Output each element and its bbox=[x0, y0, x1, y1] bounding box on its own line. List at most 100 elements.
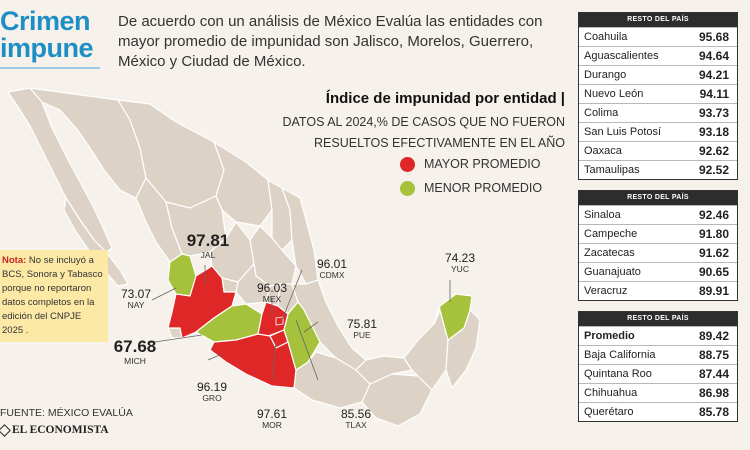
legend-item-low: MENOR PROMEDIO bbox=[400, 176, 542, 200]
table-row: Durango 94.21 bbox=[579, 65, 737, 84]
logo-text: EL ECONOMISTA bbox=[12, 424, 109, 436]
title-line-2: impune bbox=[0, 33, 94, 63]
legend-swatch-low bbox=[400, 180, 415, 196]
state-baja-california bbox=[7, 87, 113, 253]
note-text: No se incluyó a BCS, Sonora y Tabasco po… bbox=[2, 255, 103, 336]
map-label-cdmx: 96.01 CDMX bbox=[308, 257, 356, 281]
table-row: Guanajuato 90.65 bbox=[579, 262, 737, 281]
map-abbr-jal: JAL bbox=[200, 249, 216, 260]
legend: MAYOR PROMEDIO MENOR PROMEDIO bbox=[400, 152, 542, 200]
table-row: Oaxaca 92.62 bbox=[579, 141, 737, 160]
state-value: 93.18 bbox=[698, 125, 729, 139]
map-value-tlax: 85.56 bbox=[340, 407, 372, 421]
map-value-gro: 96.19 bbox=[196, 380, 228, 394]
map-label-jal: 97.81 JAL bbox=[182, 231, 234, 260]
table-header: RESTO DEL PAÍS bbox=[579, 312, 737, 326]
map-abbr-yuc: YUC bbox=[451, 264, 469, 275]
infographic-title: Crimen impune bbox=[0, 8, 108, 62]
source-text: FUENTE: MÉXICO EVALÚA bbox=[0, 407, 133, 419]
map-abbr-nay: NAY bbox=[127, 300, 145, 311]
map-label-nay: 73.07 NAY bbox=[112, 287, 160, 311]
legend-item-high: MAYOR PROMEDIO bbox=[400, 152, 542, 176]
index-subtitle-line-1: Datos al 2024,% de casos que no fueron bbox=[282, 115, 566, 129]
map-value-mor: 97.61 bbox=[256, 407, 288, 421]
state-name: Quintana Roo bbox=[584, 368, 652, 380]
state-yucatan bbox=[433, 293, 473, 342]
state-name: Durango bbox=[584, 69, 627, 81]
state-value: 90.65 bbox=[698, 265, 729, 279]
state-name: Oaxaca bbox=[584, 145, 622, 157]
map-label-mor: 97.61 MOR bbox=[248, 407, 296, 431]
map-value-mex: 96.03 bbox=[256, 281, 288, 295]
table-row: Chihuahua 86.98 bbox=[579, 383, 737, 402]
ranking-tables: RESTO DEL PAÍS Coahuila 95.68 Aguascalien… bbox=[578, 12, 738, 432]
table-row: Veracruz 89.91 bbox=[579, 281, 737, 300]
ranking-table-2: RESTO DEL PAÍS Sinaloa 92.46 Campeche 91.8… bbox=[578, 190, 738, 301]
map-abbr-pue: PUE bbox=[353, 330, 371, 341]
state-value: 92.52 bbox=[698, 163, 729, 177]
table-row: Tamaulipas 92.52 bbox=[579, 160, 737, 179]
state-name: Veracruz bbox=[584, 285, 628, 297]
state-name: Chihuahua bbox=[584, 387, 638, 399]
table-row: Quintana Roo 87.44 bbox=[579, 364, 737, 383]
title-divider bbox=[0, 67, 100, 69]
state-coahuila bbox=[213, 141, 273, 227]
map-abbr-gro: GRO bbox=[202, 393, 222, 404]
legend-swatch-high bbox=[400, 156, 415, 172]
state-value: 86.98 bbox=[698, 386, 729, 400]
state-value: 87.44 bbox=[698, 367, 729, 381]
publisher-logo: EL ECONOMISTA bbox=[0, 423, 109, 437]
table-row: Zacatecas 91.62 bbox=[579, 243, 737, 262]
state-name: Querétaro bbox=[584, 406, 634, 418]
state-value: 89.42 bbox=[698, 329, 729, 343]
state-name: Coahuila bbox=[584, 31, 628, 43]
table-row: Sinaloa 92.46 bbox=[579, 205, 737, 224]
index-title: Índice de impunidad por entidad | bbox=[325, 90, 565, 107]
ranking-table-3: RESTO DEL PAÍS Promedio 89.42 Baja Califo… bbox=[578, 311, 738, 422]
state-name: Sinaloa bbox=[584, 209, 621, 221]
state-name: Baja California bbox=[584, 349, 656, 361]
map-abbr-mor: MOR bbox=[262, 420, 282, 431]
table-row: Querétaro 85.78 bbox=[579, 402, 737, 421]
table-header: RESTO DEL PAÍS bbox=[579, 191, 737, 205]
table-row: Aguascalientes 94.64 bbox=[579, 46, 737, 65]
state-value: 85.78 bbox=[698, 405, 729, 419]
map-label-mex: 96.03 MEX bbox=[248, 281, 296, 305]
table-row-average: Promedio 89.42 bbox=[579, 326, 737, 345]
state-name: Campeche bbox=[584, 228, 638, 240]
mexico-map bbox=[7, 87, 481, 427]
map-abbr-mex: MEX bbox=[262, 294, 282, 305]
table-row: Baja California 88.75 bbox=[579, 345, 737, 364]
map-label-pue: 75.81 PUE bbox=[338, 317, 386, 341]
logo-mark-icon bbox=[0, 423, 11, 437]
table-row: Colima 93.73 bbox=[579, 103, 737, 122]
state-value: 92.62 bbox=[698, 144, 729, 158]
state-cdmx bbox=[275, 316, 284, 326]
index-subtitle-line-2: resueltos efectivamente en el año bbox=[314, 136, 565, 150]
state-value: 94.11 bbox=[699, 87, 729, 101]
map-label-tlax: 85.56 TLAX bbox=[332, 407, 380, 431]
table-row: Nuevo León 94.11 bbox=[579, 84, 737, 103]
state-baja-california-sur bbox=[63, 197, 129, 287]
state-value: 92.46 bbox=[698, 208, 729, 222]
table-header: RESTO DEL PAÍS bbox=[579, 13, 737, 27]
table-row: Campeche 91.80 bbox=[579, 224, 737, 243]
state-value: 94.64 bbox=[698, 49, 729, 63]
map-abbr-tlax: TLAX bbox=[345, 420, 367, 431]
table-row: San Luis Potosí 93.18 bbox=[579, 122, 737, 141]
state-value: 95.68 bbox=[698, 30, 729, 44]
table-row: Coahuila 95.68 bbox=[579, 27, 737, 46]
map-value-mich: 67.68 bbox=[113, 337, 157, 356]
state-name: Promedio bbox=[584, 330, 635, 342]
map-label-gro: 96.19 GRO bbox=[188, 380, 236, 404]
state-name: San Luis Potosí bbox=[584, 126, 662, 138]
map-abbr-mich: MICH bbox=[124, 355, 146, 366]
state-value: 91.80 bbox=[698, 227, 729, 241]
state-value: 93.73 bbox=[698, 106, 729, 120]
state-name: Tamaulipas bbox=[584, 164, 640, 176]
map-value-cdmx: 96.01 bbox=[316, 257, 348, 271]
ranking-table-1: RESTO DEL PAÍS Coahuila 95.68 Aguascalien… bbox=[578, 12, 738, 180]
map-value-pue: 75.81 bbox=[346, 317, 378, 331]
map-label-mich: 67.68 MICH bbox=[106, 337, 164, 366]
state-value: 88.75 bbox=[698, 348, 729, 362]
